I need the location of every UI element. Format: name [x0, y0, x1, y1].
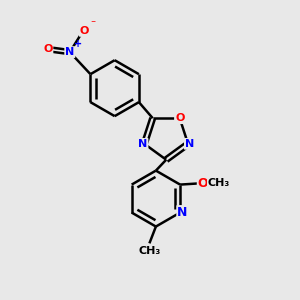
Text: N: N	[138, 139, 148, 149]
Text: N: N	[177, 206, 188, 219]
Text: CH₃: CH₃	[207, 178, 230, 188]
Text: CH₃: CH₃	[138, 246, 160, 256]
Text: N: N	[185, 139, 194, 149]
Text: O: O	[43, 44, 52, 54]
Text: O: O	[198, 177, 208, 190]
Text: O: O	[80, 26, 89, 36]
Text: ⁻: ⁻	[90, 20, 95, 29]
Text: O: O	[175, 113, 184, 123]
Text: +: +	[74, 39, 82, 49]
Text: N: N	[65, 47, 74, 57]
